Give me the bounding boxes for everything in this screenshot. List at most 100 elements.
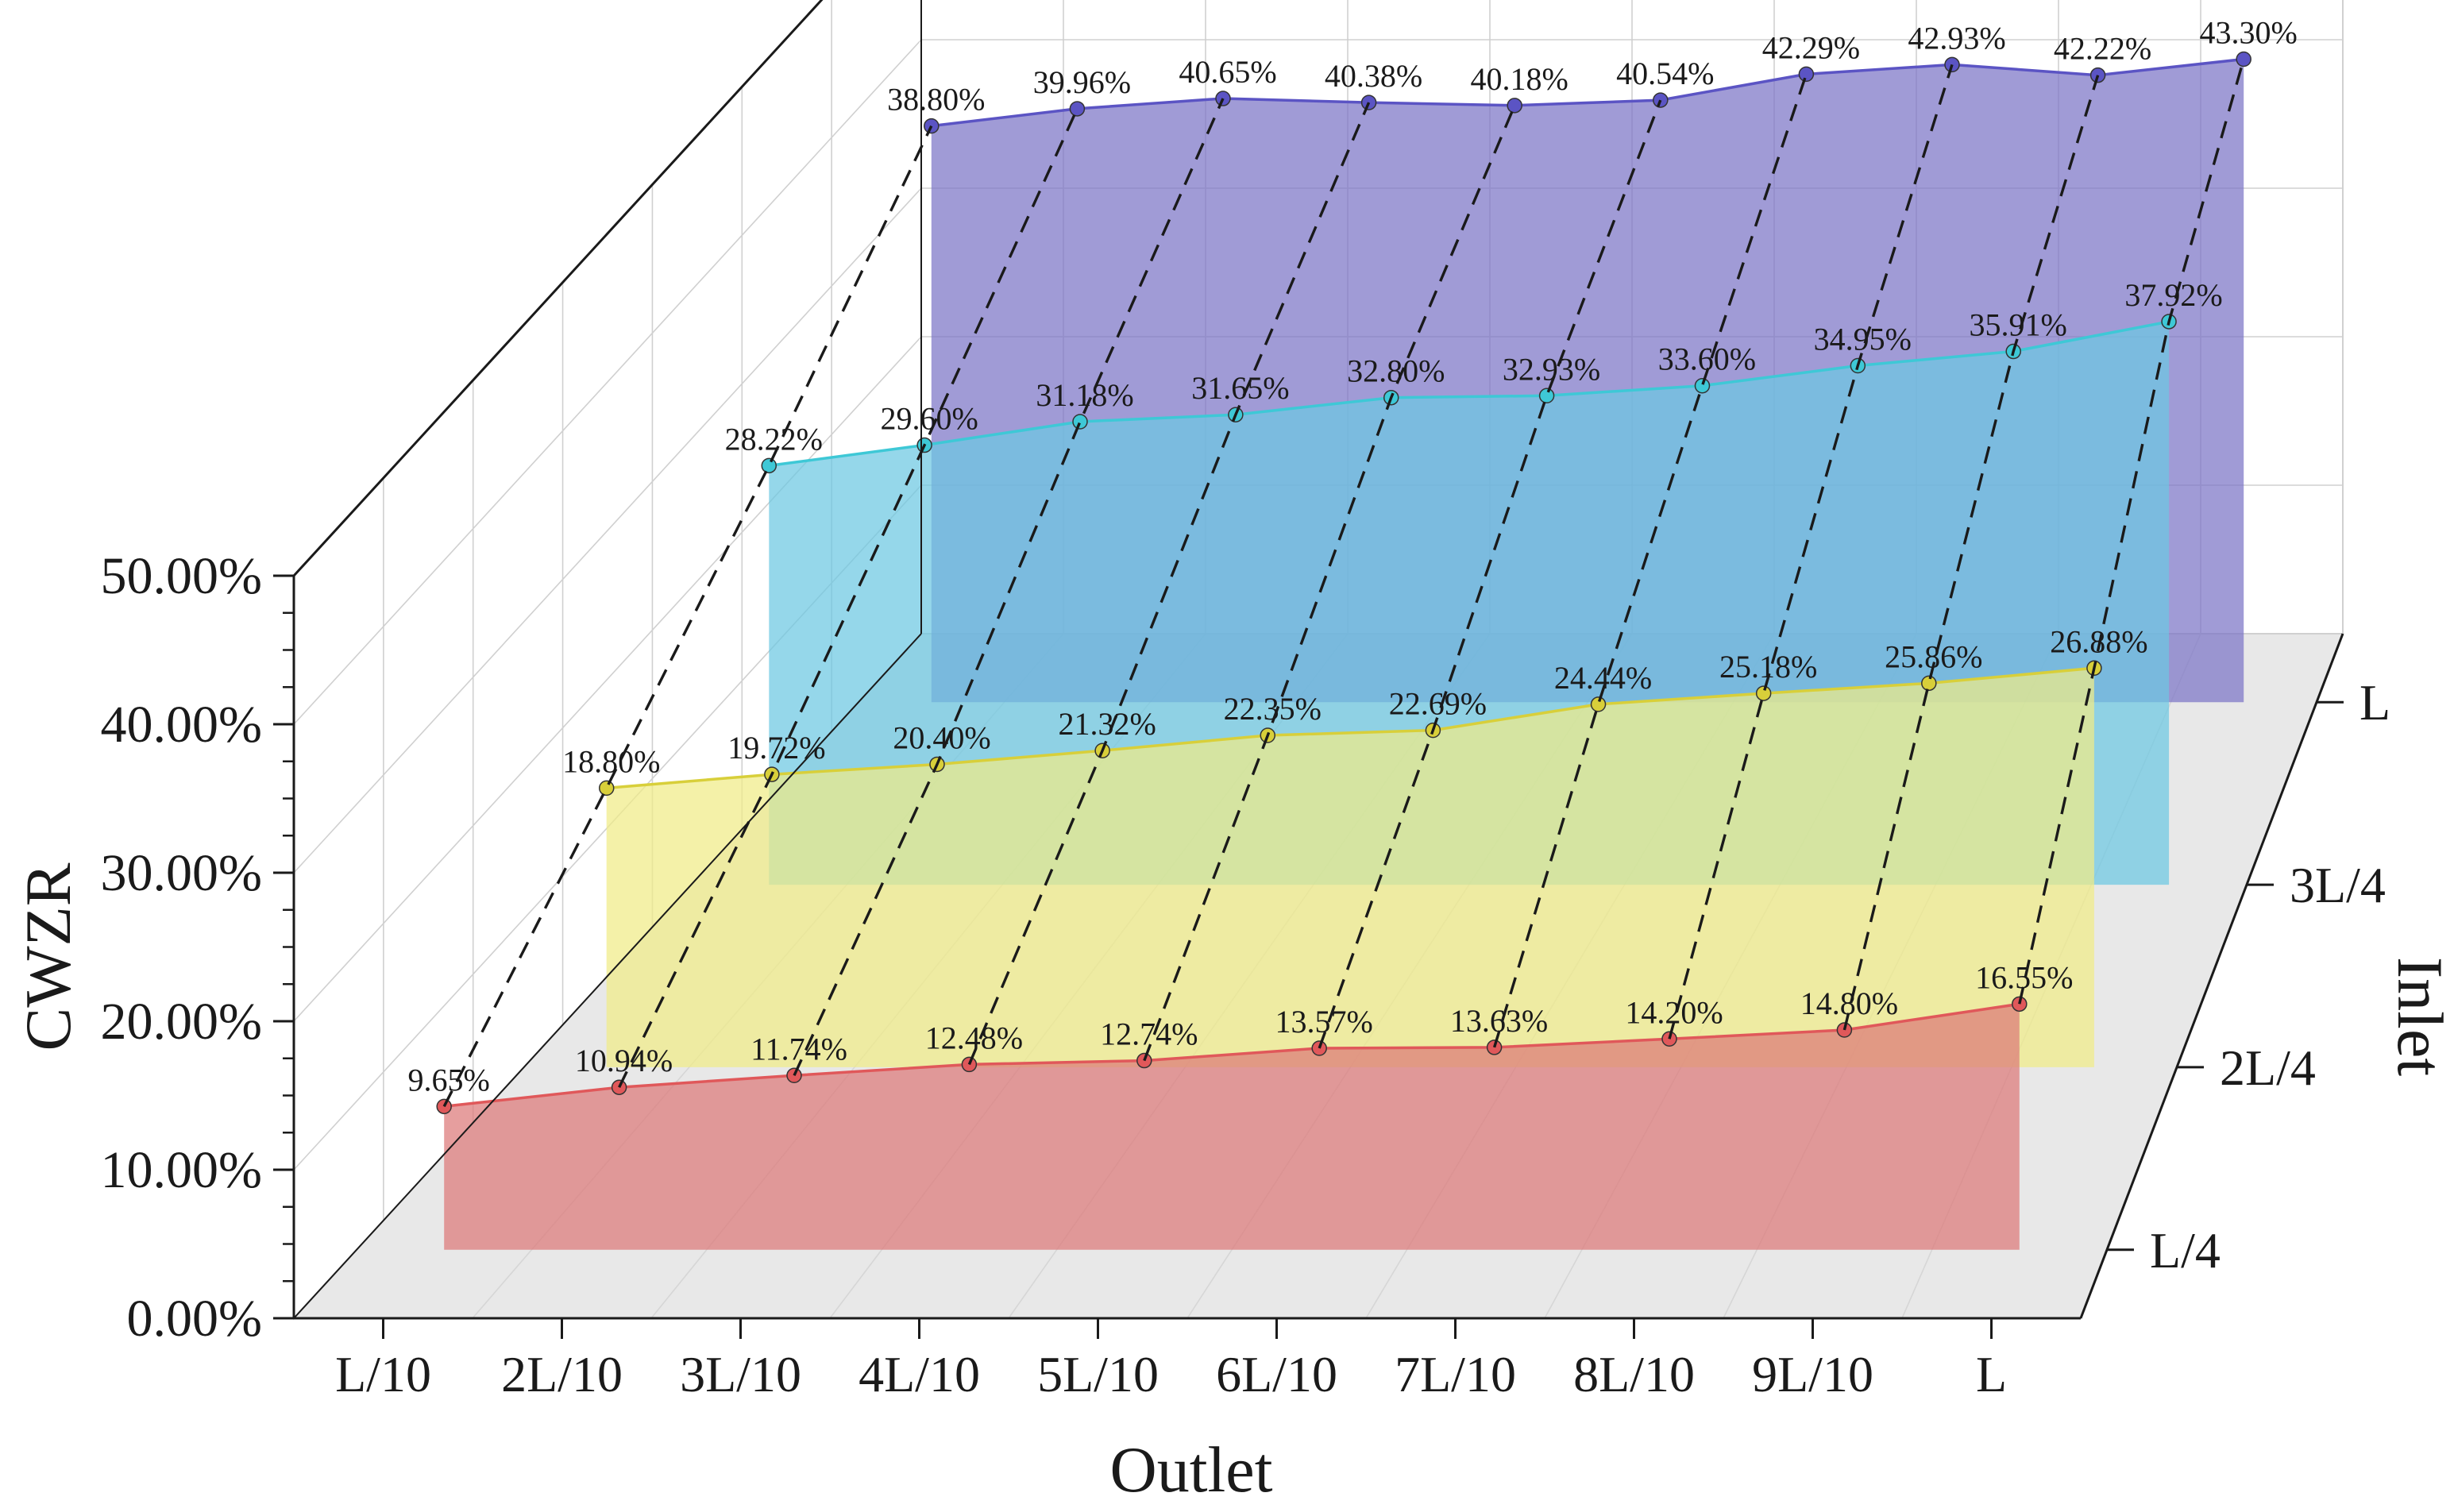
data-label-l-4-7l-10: 13.63% [1450,1003,1548,1039]
data-label-l-4-9l-10: 14.80% [1800,986,1898,1021]
x-axis-title: Outlet [1110,1433,1273,1506]
area-2l-4 [606,668,2094,1067]
point-2l-4-l-10 [598,780,615,796]
data-label-l-3l-10: 40.65% [1179,54,1276,90]
point-l-4-2l-10 [611,1079,627,1095]
point-l-4-7l-10 [1486,1040,1503,1055]
point-3l-4-7l-10 [1694,377,1711,394]
data-label-l-4l-10: 40.38% [1325,58,1422,94]
data-label-2l-4-6l-10: 22.69% [1389,686,1487,722]
y-tick-label: L/4 [2150,1222,2221,1279]
area-l-4 [444,1004,2020,1250]
point-2l-4-8l-10 [1755,685,1772,701]
data-label-l-4-l-10: 9.65% [408,1062,490,1097]
data-label-3l-4-5l-10: 32.80% [1347,353,1445,389]
connector-8l-10 [1668,64,1954,1040]
data-label-l-4-6l-10: 13.57% [1275,1004,1373,1040]
x-tick-label: 2L/10 [501,1346,623,1402]
point-l-4-l [2012,996,2028,1012]
data-label-3l-4-3l-10: 31.18% [1036,377,1133,413]
data-label-2l-4-5l-10: 22.35% [1224,691,1322,727]
point-l-7l-10 [1798,66,1815,83]
data-label-3l-4-6l-10: 32.93% [1503,351,1600,387]
x-tick-label: 5L/10 [1037,1346,1159,1402]
series-layer [436,51,2251,1250]
data-label-l-4-8l-10: 14.20% [1625,994,1723,1030]
point-l-2l-10 [1069,101,1086,117]
connector-3l-10 [793,98,1225,1077]
data-label-l-l: 43.30% [2200,14,2298,50]
point-2l-4-7l-10 [1590,696,1607,712]
line-2l-4 [606,666,2095,790]
y-tick-label: L [2359,674,2390,731]
frame-left-floor-edge [293,633,922,1319]
connector-5l-10 [1143,105,1516,1062]
data-label-l-9l-10: 42.22% [2054,31,2151,67]
data-label-2l-4-7l-10: 24.44% [1554,660,1652,696]
z-tick-label: 20.00% [101,993,262,1051]
data-label-l-8l-10: 42.93% [1908,20,2005,56]
data-label-l-4-5l-10: 12.74% [1100,1016,1198,1052]
point-l-l [2236,51,2251,68]
point-l-4-4l-10 [961,1056,978,1073]
data-label-l-7l-10: 42.29% [1762,29,1860,65]
connector-9l-10 [1842,75,2100,1031]
connector-l [2018,59,2245,1005]
x-tick-label: 8L/10 [1573,1346,1695,1402]
line-3l-4 [769,320,2170,468]
x-tick-label: L/10 [335,1346,431,1402]
data-label-3l-4-9l-10: 35.91% [1970,307,2067,343]
z-tick-label: 10.00% [101,1141,262,1199]
data-label-3l-4-4l-10: 31.65% [1191,370,1289,406]
x-tick-label: 7L/10 [1395,1346,1516,1402]
data-label-2l-4-l: 26.88% [2050,623,2147,659]
data-label-3l-4-2l-10: 29.60% [880,401,978,437]
connector-l-10 [442,125,933,1108]
axis-frame [273,0,2344,1339]
data-label-l-6l-10: 40.54% [1616,56,1714,91]
label-layer: 0.00% 10.00% 20.00% 30.00% 40.00% 50.00% L/10 2… [101,14,2391,1402]
data-label-2l-4-4l-10: 21.32% [1058,706,1156,742]
y-tick-label: 2L/4 [2220,1040,2316,1096]
line-l-4 [444,1002,2020,1109]
point-3l-4-3l-10 [1072,414,1088,430]
connector-lines [442,59,2245,1108]
z-tick-label: 30.00% [101,844,262,902]
z-tick-label: 0.00% [127,1290,262,1348]
data-label-3l-4-l: 37.92% [2124,277,2222,313]
y-axis-line [2079,633,2344,1319]
data-label-2l-4-8l-10: 25.18% [1719,649,1817,685]
point-l-4-9l-10 [1836,1022,1853,1038]
data-label-l-5l-10: 40.18% [1471,61,1568,97]
data-label-2l-4-2l-10: 19.72% [727,730,825,766]
data-label-l-l-10: 38.80% [887,82,985,118]
data-label-3l-4-l-10: 28.22% [725,421,823,457]
line-l [931,57,2244,128]
point-l-5l-10 [1507,98,1522,114]
data-label-l-4-3l-10: 11.74% [750,1031,847,1066]
data-label-2l-4-9l-10: 25.86% [1885,638,1982,674]
x-tick-label: L [1976,1346,2007,1402]
connector-7l-10 [1492,73,1808,1048]
x-tick-label: 4L/10 [859,1346,980,1402]
y-tick-label: 3L/4 [2290,857,2386,913]
data-label-l-4-l: 16.55% [1975,959,2073,995]
connector-6l-10 [1318,99,1662,1049]
data-label-3l-4-8l-10: 34.95% [1814,322,1912,357]
z-axis-title: CWZR [12,862,84,1051]
point-3l-4-6l-10 [1538,388,1555,404]
z-tick-label: 50.00% [101,547,262,605]
data-label-l-4-4l-10: 12.48% [925,1020,1023,1055]
data-label-l-2l-10: 39.96% [1033,64,1131,100]
x-tick-label: 6L/10 [1216,1346,1337,1402]
connector-2l-10 [618,108,1078,1088]
frame-top-edges [292,0,824,577]
point-l-9l-10 [2089,67,2106,83]
data-label-l-4-2l-10: 10.94% [575,1043,673,1078]
y-axis-title: Inlet [2384,957,2454,1076]
data-label-2l-4-3l-10: 20.40% [893,719,990,755]
data-label-2l-4-l-10: 18.80% [562,743,660,779]
point-l-4-l-10 [436,1098,452,1115]
